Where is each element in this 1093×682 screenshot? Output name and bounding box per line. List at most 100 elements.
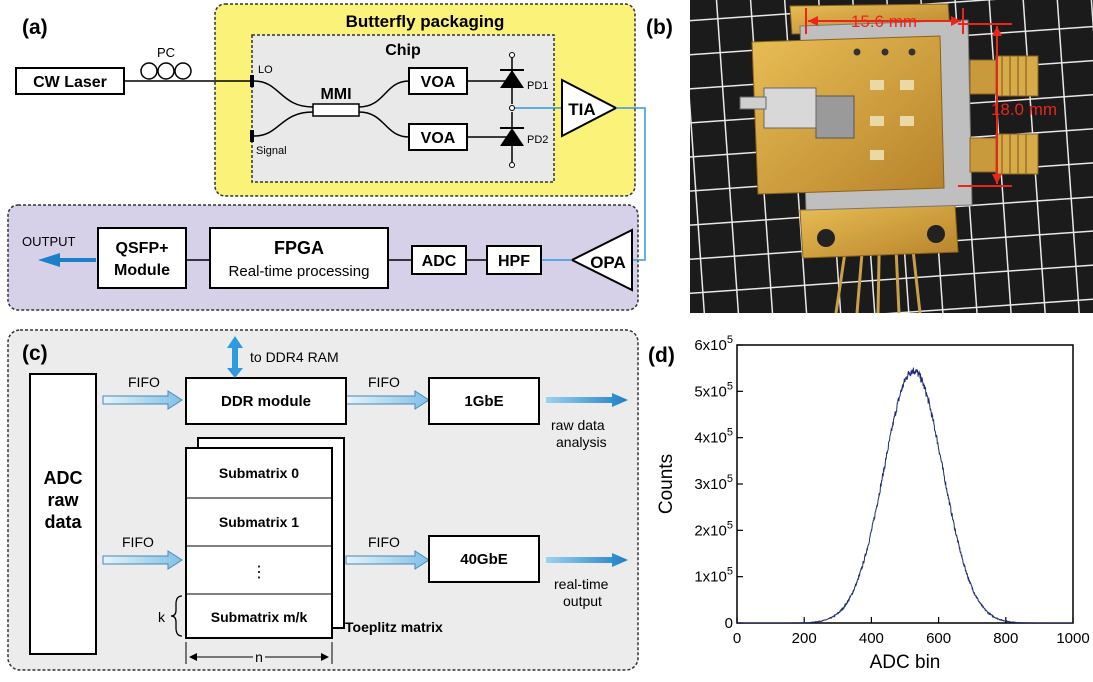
- adc-raw-line1: ADC: [44, 468, 83, 488]
- fifo-1-label: FIFO: [128, 374, 160, 390]
- submatrix-mk: Submatrix m/k: [211, 609, 308, 625]
- mmi-label: MMI: [320, 86, 351, 103]
- gbe1-label: 1GbE: [464, 393, 503, 410]
- adc-raw-line2: raw: [47, 490, 79, 510]
- x-tick-label: 1000: [1056, 630, 1089, 647]
- toeplitz-front-sheet: [185, 447, 333, 639]
- panel-a-label: (a): [22, 16, 48, 39]
- waveguide-signal: [253, 111, 314, 137]
- panel-c-label: (c): [22, 342, 48, 365]
- toeplitz-label: Toeplitz matrix: [345, 619, 443, 635]
- k-label: k: [158, 609, 166, 625]
- lo-label: LO: [258, 64, 273, 76]
- panel-d: (d) 0 200 400 600 800 1000 0 1x105 2x105 3x105 4x1…: [648, 334, 1090, 673]
- output-label: OUTPUT: [22, 234, 76, 249]
- real-time-arrow: [546, 553, 628, 567]
- cw-laser-label: CW Laser: [33, 74, 107, 91]
- plot-frame: [736, 344, 1074, 624]
- fifo-arrow-2: [102, 550, 183, 570]
- photodiode-2-icon: [500, 112, 524, 168]
- fifo-arrow-1: [102, 390, 183, 410]
- raw-data-arrow: [546, 393, 628, 407]
- adc-raw-line3: data: [44, 512, 82, 532]
- sma-connector-icon: [969, 55, 1039, 175]
- panel-b: (b): [646, 0, 1093, 313]
- panel-d-label: (d): [648, 344, 675, 367]
- raw-line1: raw data: [551, 417, 605, 433]
- y-tick-label: 5x105: [694, 380, 733, 400]
- panel-a: (a) Butterfly packaging Chip CW Laser PC…: [7, 3, 646, 311]
- qsfp-line1: QSFP+: [116, 240, 169, 257]
- opa-label: OPA: [590, 253, 626, 272]
- fifo-2-label: FIFO: [122, 534, 154, 550]
- qsfp-box: [97, 227, 187, 289]
- fifo-4-label: FIFO: [368, 534, 400, 550]
- butterfly-title: Butterfly packaging: [346, 12, 505, 31]
- output-arrow-icon: [38, 253, 96, 267]
- photodiode-1-icon: [500, 52, 524, 104]
- qsfp-line2: Module: [114, 262, 170, 279]
- y-tick-label: 0: [725, 615, 733, 632]
- adc-label: ADC: [422, 253, 457, 270]
- polarization-controller-icon: [140, 62, 192, 80]
- fpga-box: [209, 227, 389, 289]
- signal-label: Signal: [256, 145, 287, 157]
- voa-top-label: VOA: [421, 74, 456, 91]
- y-axis-label: Counts: [656, 454, 677, 514]
- ddr-module-box: [185, 377, 347, 425]
- gbe40-label: 40GbE: [460, 551, 508, 568]
- x-tick-label: 200: [792, 630, 817, 647]
- submatrix-0: Submatrix 0: [219, 465, 299, 481]
- dimension-lines: [805, 8, 1012, 187]
- fpga-sub: Real-time processing: [229, 263, 370, 280]
- y-tick-label: 1x105: [694, 566, 733, 586]
- y-tick-label: 4x105: [694, 427, 733, 447]
- to-ddr4-label: to DDR4 RAM: [250, 349, 339, 365]
- tia-to-opa-line: [616, 107, 646, 261]
- hpf-box: [486, 245, 542, 275]
- pd2-label: PD2: [527, 134, 548, 146]
- n-label: n: [255, 649, 263, 665]
- adc-raw-data-box: [29, 373, 97, 655]
- x-tick-label: 800: [993, 630, 1018, 647]
- gbe1-box: [428, 377, 540, 425]
- panel-c: (c) ADC raw data FIFO FIFO FIFO FIFO DDR…: [7, 329, 639, 671]
- waveguide-lo: [253, 80, 314, 108]
- submatrix-1: Submatrix 1: [219, 514, 299, 530]
- voa-bottom-box: [408, 123, 468, 151]
- signal-port: [250, 130, 254, 142]
- y-tick-label: 3x105: [694, 473, 733, 493]
- raw-line2: analysis: [556, 434, 607, 450]
- panel-b-label: (b): [646, 16, 673, 39]
- histogram-series-line: [737, 367, 1073, 623]
- fpga-title: FPGA: [274, 238, 324, 258]
- x-tick-label: 600: [926, 630, 951, 647]
- rt-line2: output: [563, 593, 602, 609]
- y-tick-label: 6x105: [694, 334, 733, 354]
- fifo-arrow-3: [345, 390, 430, 410]
- mmi-block: [312, 103, 360, 117]
- opa-amplifier: [569, 228, 633, 292]
- rt-line1: real-time: [554, 576, 609, 592]
- width-dimension: 15.6 mm: [851, 12, 917, 31]
- height-dimension: 18.0 mm: [991, 100, 1057, 119]
- x-tick-label: 0: [733, 630, 741, 647]
- tia-amplifier: [561, 78, 619, 138]
- chip-title: Chip: [385, 42, 421, 59]
- fifo-arrow-4: [345, 550, 430, 570]
- waveguide-out-bottom: [358, 111, 410, 138]
- gbe40-box: [428, 535, 540, 583]
- lo-port: [250, 75, 254, 87]
- fifo-3-label: FIFO: [368, 374, 400, 390]
- voa-bottom-label: VOA: [421, 130, 456, 147]
- pd-node: [509, 105, 515, 111]
- submatrix-dots: ⋮: [251, 564, 267, 581]
- ddr-module-label: DDR module: [221, 393, 311, 410]
- pc-label: PC: [157, 45, 175, 60]
- y-tick-label: 2x105: [694, 519, 733, 539]
- histogram-chart: 0 200 400 600 800 1000 0 1x105 2x105 3x105 4x105 5x…: [656, 334, 1090, 673]
- hpf-label: HPF: [498, 253, 530, 270]
- pd1-label: PD1: [527, 80, 548, 92]
- tia-label: TIA: [568, 100, 595, 119]
